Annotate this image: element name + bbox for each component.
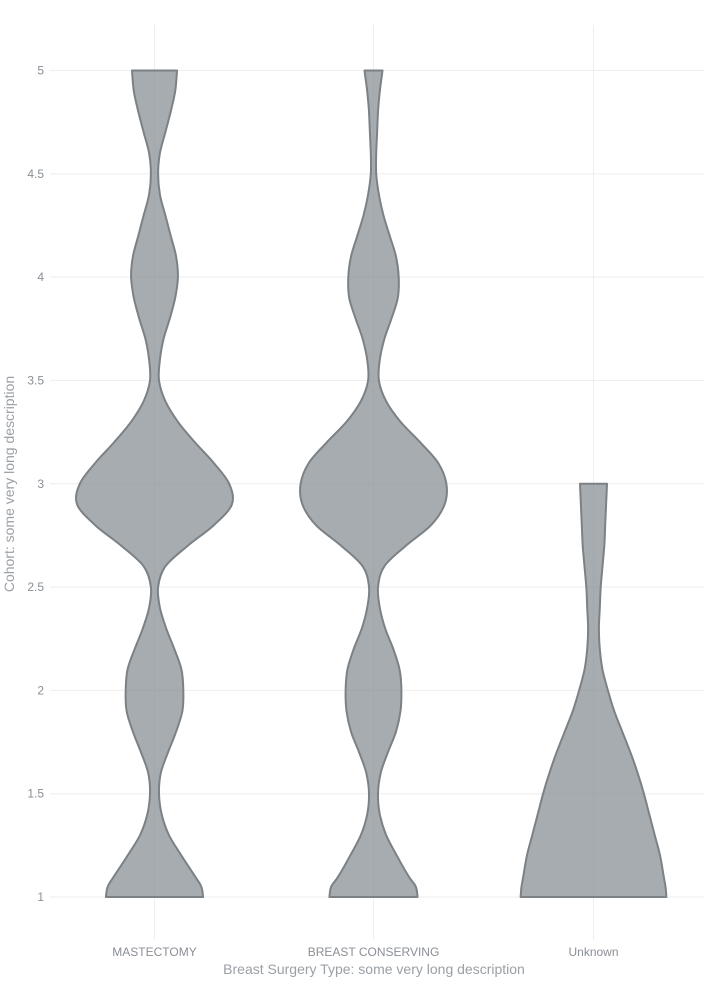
violin-mastectomy [75,69,234,898]
y-tick-label: 5 [37,64,44,78]
x-axis-title: Breast Surgery Type: some very long desc… [223,961,525,977]
y-tick-label: 4 [37,270,44,284]
y-tick-label: 2.5 [27,580,44,594]
y-tick-label: 3 [37,477,44,491]
y-axis-tick-labels: 1 1.5 2 2.5 3 3.5 4 4.5 5 [27,64,44,905]
x-tick-label: MASTECTOMY [112,945,196,959]
y-tick-label: 2 [37,683,44,697]
y-tick-label: 3.5 [27,373,44,387]
y-tick-label: 1.5 [27,787,44,801]
y-tick-label: 4.5 [27,167,44,181]
violin-breast-conserving [299,69,448,898]
x-axis-tick-labels: MASTECTOMY BREAST CONSERVING Unknown [112,945,618,959]
violin-series [75,69,668,898]
x-tick-label: BREAST CONSERVING [308,945,440,959]
x-tick-label: Unknown [568,945,618,959]
violin-unknown [519,482,668,898]
y-tick-label: 1 [37,890,44,904]
y-axis-title: Cohort: some very long description [1,376,17,592]
